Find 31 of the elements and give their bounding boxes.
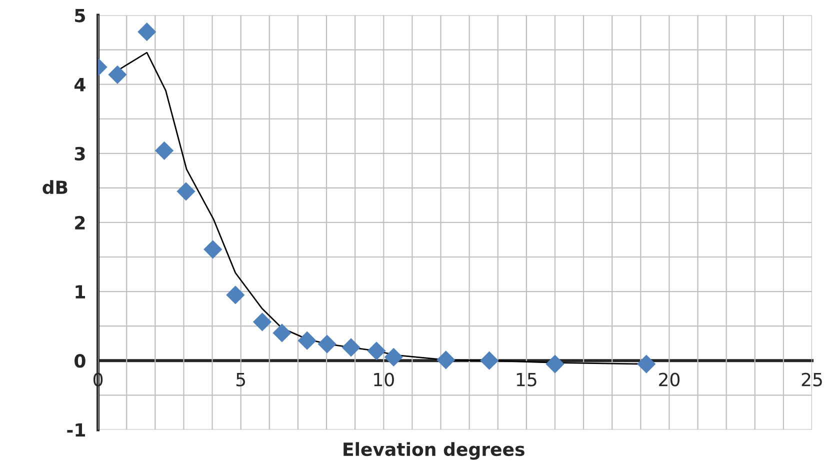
point: [108, 65, 127, 84]
y-tick-label: 5: [75, 8, 85, 22]
point: [342, 338, 360, 357]
y-tick-label: -1: [67, 423, 85, 437]
y-tick-label: 4: [74, 78, 86, 92]
point: [154, 141, 174, 160]
point: [367, 342, 386, 360]
point: [204, 240, 222, 259]
y-tick-label: 0: [74, 354, 86, 368]
point: [637, 354, 656, 374]
x-tick-label: 25: [802, 372, 822, 386]
x-tick-label: 20: [659, 372, 680, 386]
y-tick-label: 1: [76, 285, 85, 298]
point: [318, 334, 336, 354]
point: [480, 351, 499, 370]
x-tick-label: 15: [516, 372, 536, 386]
point: [226, 286, 245, 304]
x-axis-title: Elevation degrees: [344, 442, 524, 460]
point: [436, 350, 456, 370]
y-tick-label: 3: [74, 146, 85, 161]
y-tick-label: 2: [75, 216, 85, 230]
point: [298, 331, 316, 350]
point: [252, 312, 272, 332]
point: [138, 22, 156, 42]
x-tick-label: 5: [236, 372, 246, 386]
point: [546, 354, 564, 374]
point: [176, 182, 196, 201]
point: [384, 348, 403, 366]
point: [272, 324, 292, 342]
y-axis-title: dB: [42, 180, 68, 194]
x-tick-label: 10: [374, 372, 394, 386]
